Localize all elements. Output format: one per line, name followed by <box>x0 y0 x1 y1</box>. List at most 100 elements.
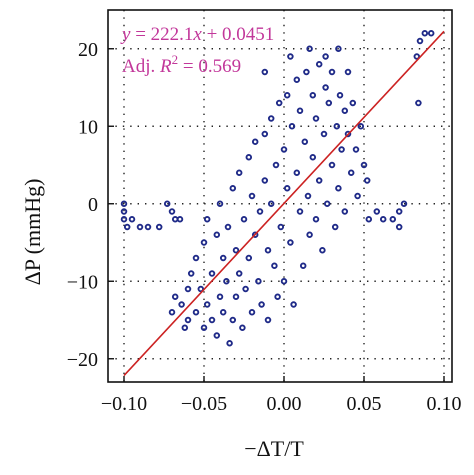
x-tick-label: 0.05 <box>347 393 382 415</box>
data-point <box>248 309 256 316</box>
data-point <box>197 285 205 293</box>
data-point <box>341 208 349 215</box>
data-point <box>264 246 272 254</box>
data-point <box>312 115 320 122</box>
data-point <box>320 130 328 138</box>
data-point <box>288 122 296 130</box>
data-point <box>325 99 333 107</box>
data-point <box>335 184 342 192</box>
data-point <box>208 270 216 277</box>
data-point <box>360 161 368 169</box>
data-point <box>213 332 221 339</box>
x-axis-title: −ΔT/T <box>244 436 304 461</box>
data-point <box>290 301 297 308</box>
data-point <box>200 324 208 332</box>
data-point <box>315 177 323 184</box>
data-point <box>413 53 421 60</box>
data-point <box>338 146 345 153</box>
data-point <box>389 215 397 223</box>
data-point <box>354 192 361 200</box>
data-point <box>219 309 227 316</box>
data-point <box>333 122 341 130</box>
data-point <box>280 278 288 285</box>
r2-annotation: Adj. R2 = 0.569 <box>122 52 241 77</box>
data-point <box>216 293 224 301</box>
data-point <box>248 192 256 200</box>
data-point <box>223 278 230 285</box>
data-point <box>178 301 185 308</box>
data-point <box>242 285 249 293</box>
gridlines <box>108 10 452 382</box>
data-point <box>261 177 269 184</box>
data-point <box>184 316 192 324</box>
data-point <box>303 68 310 76</box>
data-point <box>136 223 144 231</box>
regression-line <box>123 30 445 377</box>
data-point <box>163 200 171 207</box>
data-point <box>395 208 403 215</box>
data-point <box>216 200 224 207</box>
data-point <box>306 45 313 53</box>
data-point <box>283 184 291 192</box>
data-point <box>347 169 355 176</box>
data-point <box>203 301 211 308</box>
data-point <box>293 76 301 83</box>
data-point <box>208 316 216 324</box>
data-point <box>240 215 248 223</box>
data-point <box>416 37 424 45</box>
data-point <box>274 293 281 301</box>
data-point <box>280 146 288 153</box>
y-tick-label: −20 <box>67 349 98 371</box>
data-point <box>301 138 309 145</box>
data-point <box>304 192 312 200</box>
data-point <box>120 215 128 223</box>
data-point <box>287 53 294 60</box>
plot-frame <box>107 9 453 383</box>
data-point <box>341 107 349 114</box>
data-point <box>272 161 280 169</box>
data-point <box>323 200 331 207</box>
x-tick-label: −0.10 <box>101 393 147 415</box>
data-point <box>427 30 435 37</box>
data-point <box>352 146 360 153</box>
r2-prefix: Adj. <box>122 56 160 77</box>
data-point <box>277 223 285 231</box>
data-point <box>261 130 269 138</box>
data-point <box>322 84 329 91</box>
data-point <box>232 246 240 254</box>
data-point <box>120 200 128 207</box>
data-point <box>331 223 339 231</box>
equation-tail: + 0.0451 <box>202 24 274 45</box>
data-point <box>336 91 344 99</box>
data-point <box>373 208 381 215</box>
data-point <box>395 223 403 231</box>
r2-value: = 0.569 <box>178 56 241 77</box>
data-point <box>239 324 246 332</box>
data-point <box>379 215 387 223</box>
data-point <box>357 122 365 130</box>
r2-symbol: R <box>159 56 172 77</box>
x-tick-label: 0.10 <box>427 393 462 415</box>
data-point <box>229 184 237 192</box>
data-point <box>187 270 195 277</box>
data-point <box>181 324 189 332</box>
data-point <box>120 208 128 215</box>
data-point <box>267 115 275 122</box>
data-point <box>271 262 278 270</box>
data-point <box>415 99 422 107</box>
data-point <box>123 223 131 231</box>
data-point <box>192 254 200 262</box>
data-point <box>213 231 221 238</box>
data-point <box>171 293 179 301</box>
data-point <box>232 293 240 301</box>
data-point <box>312 215 320 223</box>
y-tick-label: 10 <box>78 116 98 138</box>
data-point <box>224 223 232 231</box>
data-point <box>296 208 304 215</box>
data-point <box>283 91 291 99</box>
data-point <box>168 309 176 316</box>
data-point <box>306 231 313 238</box>
data-point <box>287 239 294 246</box>
data-point <box>245 254 253 262</box>
data-point <box>256 208 264 215</box>
